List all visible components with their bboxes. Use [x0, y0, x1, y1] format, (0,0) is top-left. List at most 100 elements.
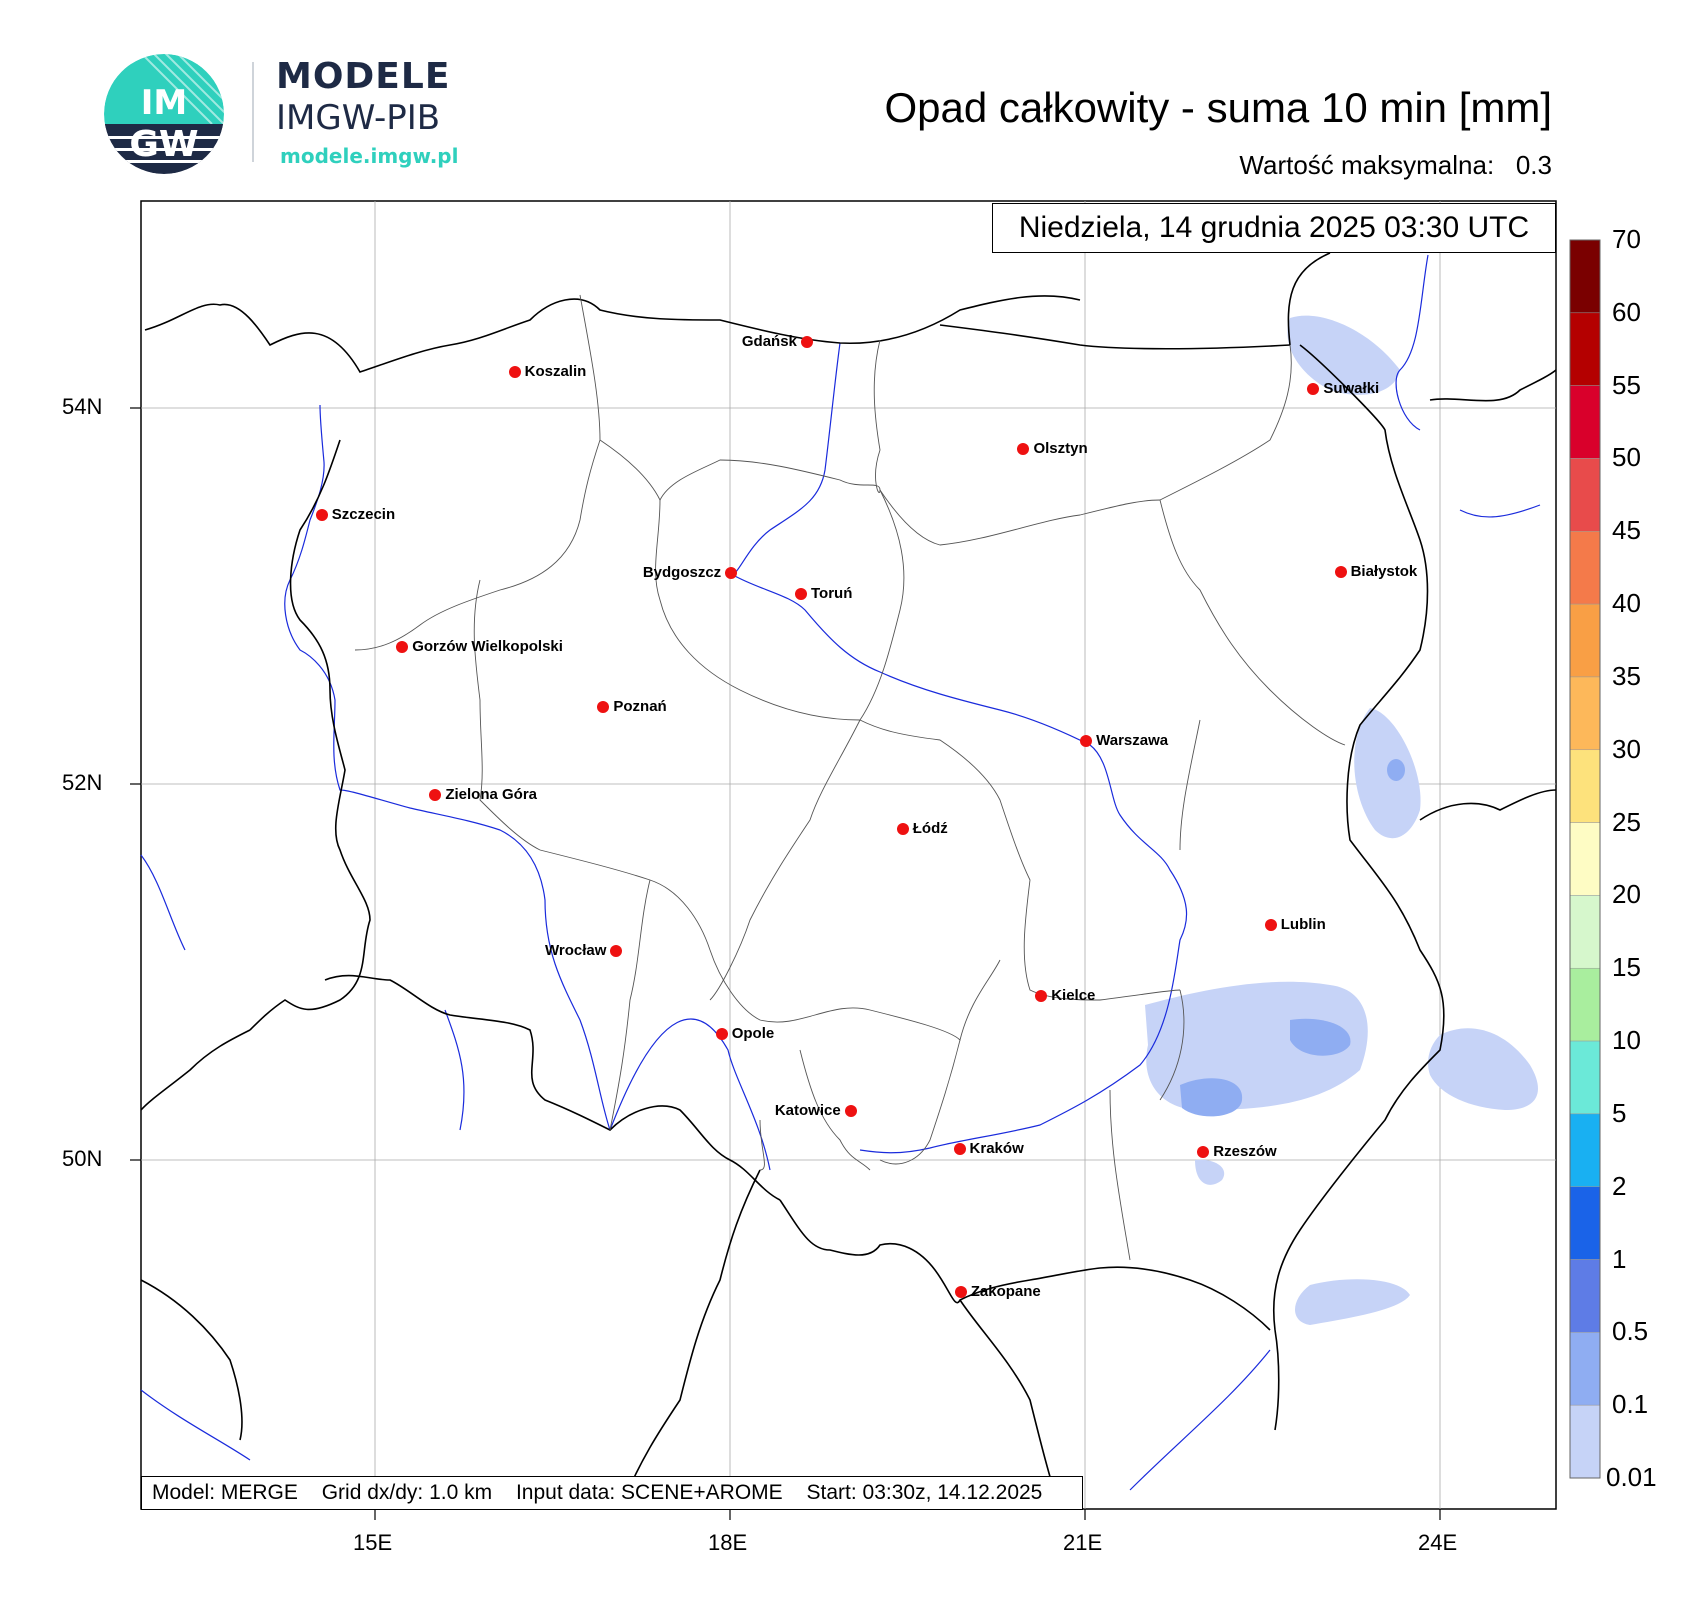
input-data: Input data: SCENE+AROME	[515, 1481, 783, 1504]
city-label: Warszawa	[1096, 731, 1169, 749]
voivodeship-border-14	[1159, 989, 1185, 1101]
city-label: Suwałki	[1323, 380, 1380, 398]
voivodeship-border-6	[655, 499, 861, 721]
city-label: Szczecin	[331, 506, 396, 524]
city-marker	[429, 789, 442, 802]
colorbar-segment	[1569, 895, 1601, 969]
colorbar-segment	[1569, 603, 1601, 678]
border-czech-austria	[619, 1169, 761, 1510]
colorbar-label: 50	[1612, 442, 1641, 473]
city-label: Zielona Góra	[445, 786, 538, 804]
city-label: Gdańsk	[741, 333, 797, 351]
city-marker	[1080, 734, 1093, 747]
precip-area-suwalki	[1287, 315, 1400, 395]
colorbar-label: 0.5	[1612, 1316, 1649, 1347]
city-label: Wrocław	[545, 942, 607, 960]
city-marker	[844, 1105, 857, 1118]
border-latvia	[1429, 369, 1557, 402]
city-label: Toruń	[810, 585, 853, 603]
river-upper-oder	[609, 1018, 771, 1171]
voivodeship-border-4	[1159, 499, 1346, 746]
colorbar-label: 70	[1612, 224, 1641, 254]
colorbar-segment	[1569, 312, 1601, 386]
city-marker	[725, 567, 738, 580]
lat-label-52n: 52N	[62, 770, 103, 795]
logo-subtitle: IMGW-PIB	[276, 98, 441, 138]
city-marker	[715, 1028, 728, 1041]
voivodeship-border-13	[879, 1039, 961, 1165]
city-marker	[794, 588, 807, 601]
city-marker	[1035, 990, 1048, 1003]
river-sw	[140, 1389, 251, 1461]
border-slovakia	[779, 1199, 1271, 1331]
logo-url[interactable]: modele.imgw.pl	[280, 144, 459, 168]
colorbar-segment	[1569, 1186, 1601, 1260]
city-marker	[1017, 443, 1030, 456]
city-label: Poznań	[613, 697, 667, 715]
colorbar-segment	[1569, 676, 1601, 751]
city-marker	[1197, 1146, 1210, 1159]
city-label: Katowice	[774, 1102, 841, 1120]
city-marker	[953, 1142, 966, 1155]
city-label: Gorzów Wielkopolski	[412, 637, 563, 655]
city-label: Opole	[731, 1025, 775, 1043]
lon-label-21e: 21E	[1063, 1530, 1103, 1555]
colorbar-label: 0.1	[1612, 1389, 1649, 1420]
voivodeship-border-10	[709, 719, 861, 1001]
city-label: Olsztyn	[1033, 440, 1088, 458]
city-label: Kielce	[1051, 987, 1096, 1005]
voivodeship-border-9	[1179, 719, 1201, 851]
city-marker	[1334, 565, 1347, 578]
colorbar-segment	[1569, 1404, 1601, 1479]
city-label: Białystok	[1350, 562, 1418, 580]
colorbar-label: 5	[1612, 1097, 1627, 1128]
max-value: 0.3	[1515, 150, 1552, 180]
colorbar-segment	[1569, 1040, 1601, 1115]
voivodeship-border-2	[599, 439, 881, 502]
grid-resolution: Grid dx/dy: 1.0 km	[321, 1481, 493, 1504]
precip-core-east	[1387, 759, 1405, 781]
city-marker	[1264, 919, 1277, 931]
lat-label-54n: 54N	[62, 394, 103, 419]
city-label: Koszalin	[524, 363, 587, 381]
city-marker	[597, 700, 610, 713]
voivodeship-border-5	[859, 489, 905, 721]
logo-title: MODELE	[276, 56, 451, 97]
river-oder	[284, 404, 611, 1131]
voivodeship-border-11	[539, 849, 711, 951]
lat-label-50n: 50N	[62, 1146, 103, 1171]
colorbar-outline	[1569, 239, 1601, 1479]
valid-datetime-box: Niedziela, 14 grudnia 2025 03:30 UTC	[992, 203, 1556, 253]
precip-area-small	[1195, 1159, 1225, 1185]
voivodeship-border-1	[354, 294, 601, 651]
max-value-label: Wartość maksymalna:	[1239, 150, 1495, 180]
colorbar-segment	[1569, 822, 1601, 896]
model-name: Model: MERGE	[152, 1481, 298, 1504]
border-belarus-ukraine	[1272, 344, 1445, 1331]
colorbar-segment	[1569, 239, 1601, 314]
colorbar-segment	[1569, 1332, 1601, 1406]
border-germany-south	[140, 1029, 251, 1111]
border-czech	[324, 974, 781, 1201]
city-label: Lublin	[1280, 916, 1326, 933]
city-label: Bydgoszcz	[642, 564, 722, 582]
colorbar-label: 60	[1612, 296, 1641, 327]
city-marker	[508, 366, 521, 379]
voivodeship-border-15	[1109, 1089, 1131, 1261]
voivodeship-border-12	[709, 949, 1001, 1041]
colorbar-segment	[1569, 1113, 1601, 1187]
voivodeship-border-18	[759, 1119, 765, 1171]
chart-title: Opad całkowity - suma 10 min [mm]	[884, 84, 1552, 131]
colorbar-label: 20	[1612, 879, 1641, 910]
city-label: Łódź	[912, 820, 948, 838]
city-label: Rzeszów	[1213, 1143, 1277, 1161]
border-germany-austria	[140, 1279, 243, 1441]
colorbar-label: 0.01	[1606, 1462, 1657, 1492]
city-marker	[315, 509, 328, 522]
voivodeship-border-7	[473, 579, 541, 851]
colorbar-label: 2	[1612, 1170, 1627, 1201]
city-label: Kraków	[969, 1139, 1024, 1157]
logo-divider	[252, 62, 254, 162]
city-marker	[610, 945, 623, 958]
